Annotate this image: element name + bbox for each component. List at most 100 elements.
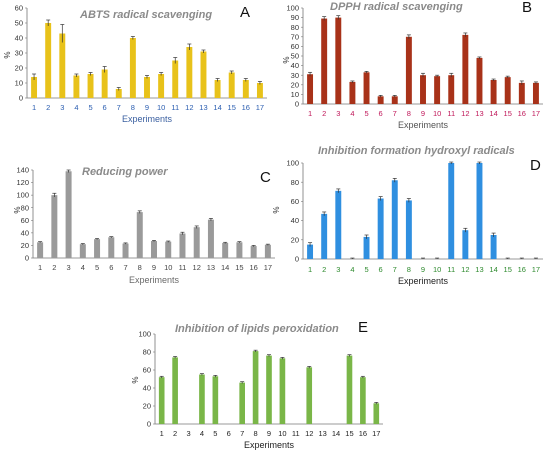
bar-9 bbox=[266, 355, 272, 424]
x-tick-label: 6 bbox=[379, 265, 383, 274]
x-tick-label: 16 bbox=[249, 263, 257, 272]
x-tick-label: 9 bbox=[152, 263, 156, 272]
bar-16 bbox=[250, 246, 257, 258]
bar-4 bbox=[349, 81, 356, 104]
x-tick-label: 14 bbox=[332, 429, 340, 438]
y-tick-label: 30 bbox=[291, 71, 299, 80]
x-tick-label: 7 bbox=[123, 263, 127, 272]
bar-9 bbox=[144, 77, 150, 98]
bar-5 bbox=[94, 239, 101, 258]
x-tick-label: 5 bbox=[364, 109, 368, 118]
panel-letter: E bbox=[358, 319, 368, 336]
x-tick-label: 7 bbox=[117, 103, 121, 112]
y-tick-label: 80 bbox=[291, 178, 299, 187]
bar-2 bbox=[321, 18, 328, 105]
x-tick-label: 14 bbox=[489, 265, 497, 274]
x-tick-label: 13 bbox=[475, 265, 483, 274]
bar-6 bbox=[377, 198, 384, 259]
x-tick-label: 15 bbox=[228, 103, 236, 112]
bar-15 bbox=[504, 77, 511, 104]
x-tick-label: 11 bbox=[179, 263, 187, 272]
bar-8 bbox=[129, 38, 136, 98]
x-tick-label: 11 bbox=[447, 109, 455, 118]
x-tick-label: 17 bbox=[256, 103, 264, 112]
y-tick-label: 40 bbox=[291, 61, 299, 70]
bar-9 bbox=[151, 241, 157, 258]
x-tick-label: 6 bbox=[379, 109, 383, 118]
bar-4 bbox=[73, 75, 80, 98]
x-tick-label: 9 bbox=[145, 103, 149, 112]
x-tick-label: 2 bbox=[322, 109, 326, 118]
x-tick-label: 8 bbox=[407, 265, 411, 274]
x-tick-label: 12 bbox=[305, 429, 313, 438]
y-tick-label: 100 bbox=[286, 4, 299, 13]
x-tick-label: 2 bbox=[173, 429, 177, 438]
y-tick-label: 40 bbox=[143, 384, 151, 393]
y-axis-label: % bbox=[272, 206, 281, 213]
bar-2 bbox=[45, 23, 52, 98]
bar-3 bbox=[335, 17, 342, 105]
x-tick-label: 1 bbox=[308, 265, 312, 274]
chart-title: Reducing power bbox=[82, 166, 168, 178]
bar-10 bbox=[279, 358, 286, 424]
x-tick-label: 10 bbox=[164, 263, 172, 272]
x-tick-label: 9 bbox=[421, 265, 425, 274]
y-tick-label: 100 bbox=[286, 159, 299, 168]
bar-15 bbox=[346, 355, 353, 424]
bar-14 bbox=[214, 80, 221, 98]
x-tick-label: 6 bbox=[103, 103, 107, 112]
x-tick-label: 10 bbox=[157, 103, 165, 112]
bar-4 bbox=[199, 374, 205, 424]
bar-6 bbox=[108, 237, 115, 258]
bar-14 bbox=[222, 242, 229, 258]
bar-2 bbox=[172, 357, 178, 424]
bar-1 bbox=[307, 74, 314, 104]
bar-5 bbox=[363, 236, 370, 259]
x-axis-label: Experiments bbox=[122, 114, 173, 124]
y-tick-label: 70 bbox=[291, 32, 299, 41]
y-tick-label: 60 bbox=[143, 366, 151, 375]
x-tick-label: 6 bbox=[109, 263, 113, 272]
y-tick-label: 80 bbox=[291, 23, 299, 32]
y-axis-label: % bbox=[13, 206, 22, 213]
x-axis-label: Experiments bbox=[129, 275, 180, 285]
bar-1 bbox=[158, 377, 165, 424]
x-tick-label: 15 bbox=[504, 109, 512, 118]
bar-6 bbox=[377, 96, 384, 104]
y-tick-label: 90 bbox=[291, 13, 299, 22]
x-tick-label: 15 bbox=[345, 429, 353, 438]
y-axis-label: % bbox=[3, 51, 12, 58]
bar-17 bbox=[532, 82, 539, 104]
x-tick-label: 6 bbox=[227, 429, 231, 438]
bar-14 bbox=[490, 80, 497, 104]
bar-14 bbox=[490, 235, 497, 259]
bar-11 bbox=[179, 233, 186, 258]
panel-letter: B bbox=[522, 0, 532, 16]
x-tick-label: 9 bbox=[267, 429, 271, 438]
x-axis-label: Experiments bbox=[244, 440, 295, 450]
x-tick-label: 7 bbox=[240, 429, 244, 438]
y-tick-label: 40 bbox=[291, 216, 299, 225]
bar-12 bbox=[186, 47, 193, 98]
x-tick-label: 16 bbox=[518, 265, 526, 274]
y-tick-label: 20 bbox=[291, 80, 299, 89]
x-tick-label: 15 bbox=[235, 263, 243, 272]
y-axis-label: % bbox=[282, 56, 291, 63]
bar-12 bbox=[462, 230, 469, 259]
y-tick-label: 10 bbox=[291, 90, 299, 99]
bar-5 bbox=[363, 72, 370, 104]
x-tick-label: 3 bbox=[186, 429, 190, 438]
y-tick-label: 30 bbox=[15, 49, 23, 58]
y-tick-label: 20 bbox=[21, 241, 29, 250]
x-tick-label: 17 bbox=[372, 429, 380, 438]
bar-13 bbox=[476, 57, 483, 104]
x-tick-label: 14 bbox=[221, 263, 229, 272]
bar-17 bbox=[373, 403, 380, 424]
bar-1 bbox=[37, 242, 44, 258]
x-tick-label: 8 bbox=[254, 429, 258, 438]
y-tick-label: 20 bbox=[143, 402, 151, 411]
